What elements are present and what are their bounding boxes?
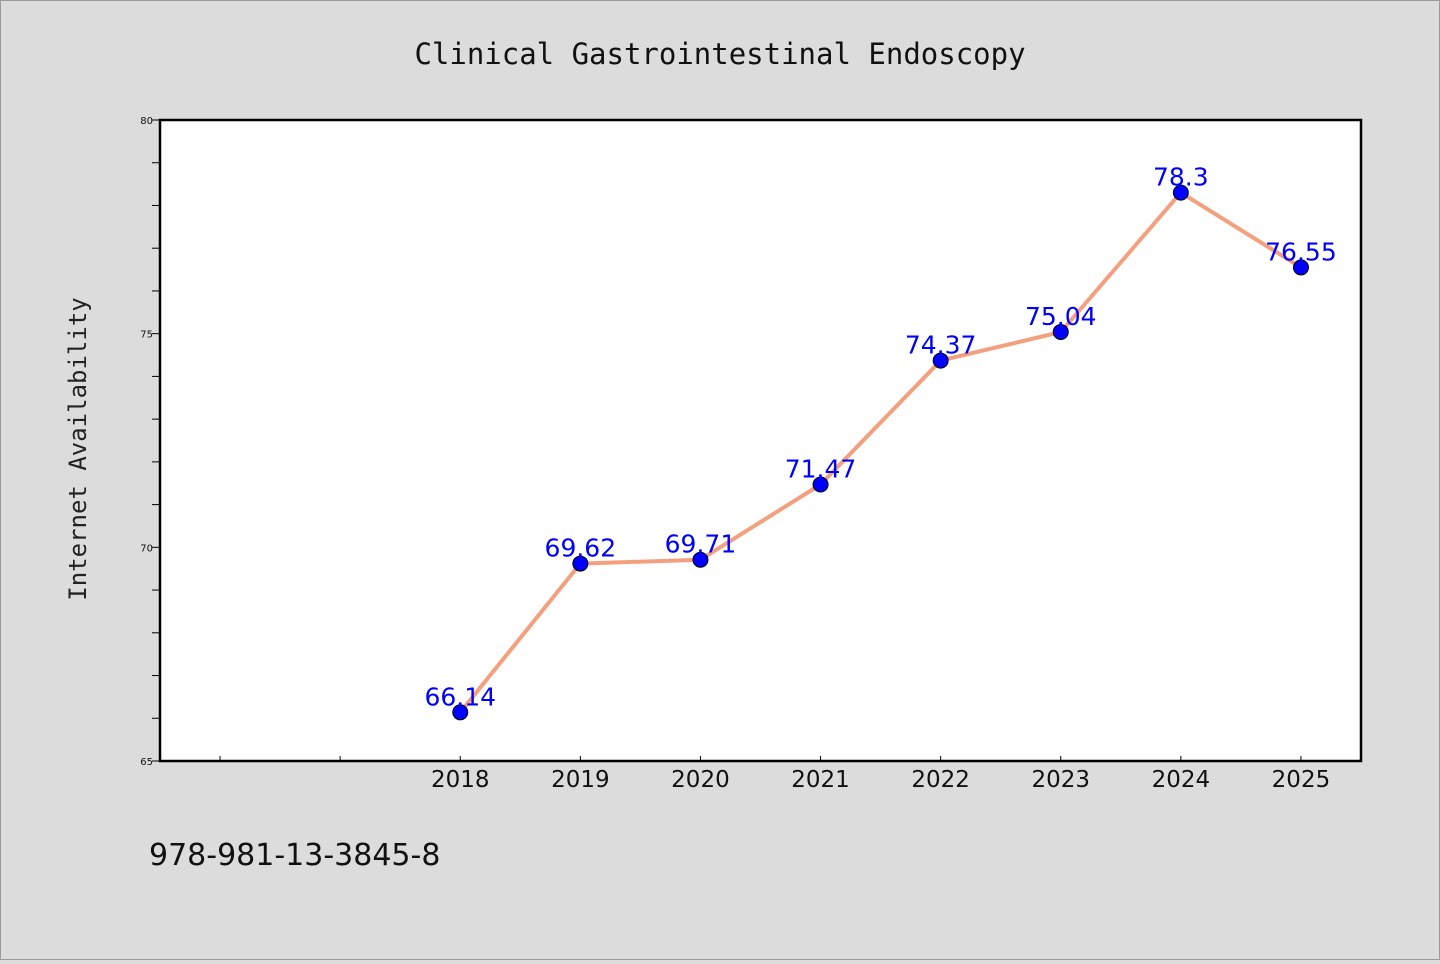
x-tick-label: 2022 xyxy=(911,767,970,793)
series-line xyxy=(458,190,1303,714)
data-label: 69.62 xyxy=(545,534,617,563)
chart-title: Clinical Gastrointestinal Endoscopy xyxy=(414,37,1025,71)
data-label: 78.3 xyxy=(1153,163,1209,192)
x-tick-label: 2019 xyxy=(551,767,610,793)
data-point xyxy=(572,555,589,572)
data-point xyxy=(1292,259,1309,276)
data-labels: 66.14 69.62 69.71 71.47 74.37 75.04 78.3 76.55 xyxy=(424,163,1336,712)
data-label: 66.14 xyxy=(424,682,496,711)
data-point xyxy=(1052,323,1069,340)
x-tick-label: 2023 xyxy=(1031,767,1090,793)
y-tick-label: 70 xyxy=(140,543,153,554)
data-label: 69.71 xyxy=(665,530,737,559)
data-markers xyxy=(452,184,1309,721)
x-tick-label: 2020 xyxy=(671,767,730,793)
data-label: 76.55 xyxy=(1265,237,1337,266)
data-label: 71.47 xyxy=(785,455,857,484)
data-point xyxy=(932,352,949,369)
y-axis-label: Internet Availability xyxy=(64,297,92,600)
isbn-text: 978-981-13-3845-8 xyxy=(149,838,440,873)
data-point xyxy=(692,551,709,568)
data-point xyxy=(1172,184,1189,201)
y-tick-label: 80 xyxy=(140,116,153,127)
x-tick-label: 2021 xyxy=(791,767,850,793)
x-tick-label: 2018 xyxy=(431,767,490,793)
data-point xyxy=(812,476,829,493)
y-tick-label: 75 xyxy=(140,330,153,341)
data-label: 74.37 xyxy=(905,331,977,360)
y-axis: 65 70 75 80 xyxy=(140,116,160,768)
data-point xyxy=(452,704,469,721)
x-tick-label: 2024 xyxy=(1152,767,1211,793)
x-axis: 2018 2019 2020 2021 2022 2023 2024 2025 xyxy=(219,756,1331,793)
plot-area xyxy=(158,118,1363,763)
data-label: 75.04 xyxy=(1025,302,1097,331)
x-tick-label: 2025 xyxy=(1272,767,1331,793)
y-tick-label: 65 xyxy=(140,757,153,768)
